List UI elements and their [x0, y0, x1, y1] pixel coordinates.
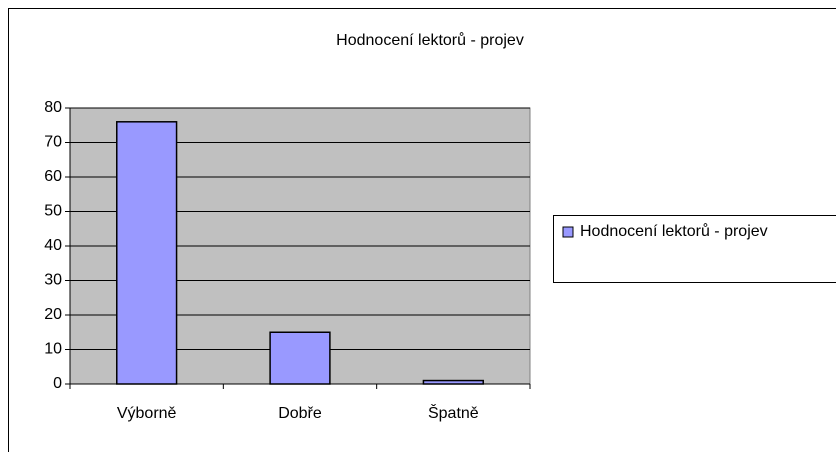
bar [422, 379, 484, 385]
y-tick-label: 40 [44, 237, 62, 254]
legend-label: Hodnocení lektorů - projev [580, 222, 768, 240]
y-tick-label: 0 [53, 375, 62, 392]
y-tick-label: 80 [44, 99, 62, 116]
y-tick-label: 70 [44, 134, 62, 151]
x-tick-label: Výborně [117, 405, 177, 422]
y-tick-label: 10 [44, 341, 62, 358]
chart-title: Hodnocení lektorů - projev [336, 31, 524, 49]
y-tick-label: 50 [44, 203, 62, 220]
x-tick-label: Špatně [428, 403, 479, 422]
legend-box [553, 215, 836, 283]
y-tick-label: 20 [44, 306, 62, 323]
bar [116, 121, 178, 385]
y-tick-label: 60 [44, 168, 62, 185]
x-tick-label: Dobře [278, 405, 322, 422]
bar [269, 331, 331, 385]
legend-swatch [562, 226, 574, 238]
y-tick-label: 30 [44, 272, 62, 289]
